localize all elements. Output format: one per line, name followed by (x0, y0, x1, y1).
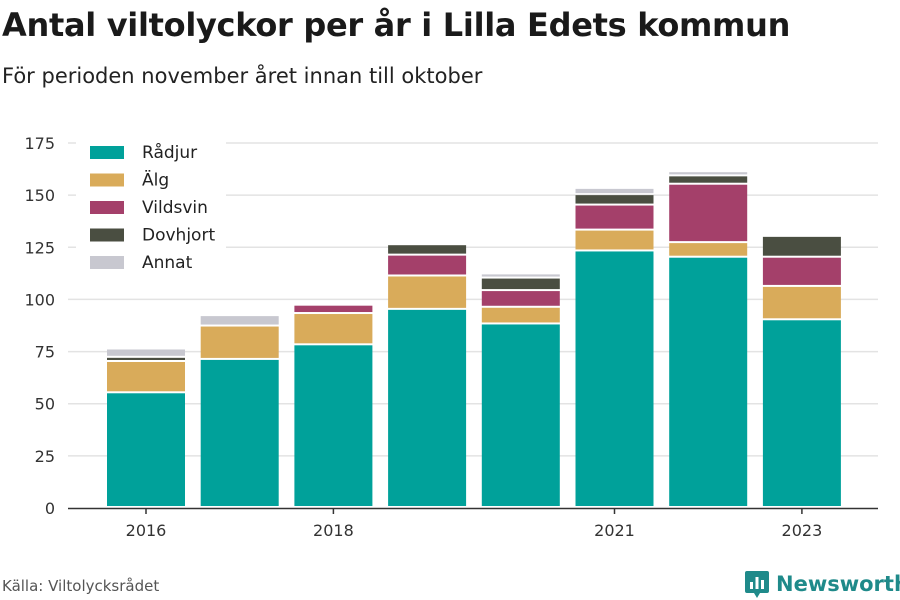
bar-segment (575, 251, 654, 506)
bar-segment (762, 320, 841, 506)
bar-segment (762, 286, 841, 319)
bar-segment (575, 230, 654, 250)
legend-swatch (90, 228, 124, 242)
x-tick-label: 2021 (594, 521, 635, 540)
chart-subtitle: För perioden november året innan till ok… (2, 64, 483, 88)
legend-swatch (90, 173, 124, 187)
legend-label: Älg (142, 170, 169, 191)
bar-chart-logo-icon (745, 571, 769, 598)
x-tick-label: 2018 (313, 521, 354, 540)
bars-layer (107, 172, 841, 506)
bar-segment (294, 305, 373, 313)
bar-segment (107, 349, 185, 356)
bar-segment (294, 345, 373, 506)
legend-swatch (90, 256, 124, 269)
legend-swatch (90, 146, 124, 159)
y-tick-label: 125 (24, 238, 55, 257)
y-tick-label: 50 (35, 395, 55, 414)
x-tick-label: 2023 (782, 521, 823, 540)
bar-segment (107, 357, 185, 360)
y-tick-label: 0 (45, 499, 55, 518)
bar-segment (481, 274, 560, 277)
bar-segment (107, 393, 185, 506)
bar-segment (200, 316, 279, 325)
bar-segment (200, 326, 279, 358)
bar-segment (575, 195, 654, 204)
bar-segment (762, 257, 841, 285)
legend-label: Vildsvin (142, 198, 208, 218)
y-tick-label: 100 (24, 290, 55, 309)
bar-segment (388, 255, 467, 275)
bar-segment (762, 236, 841, 256)
chart-title: Antal viltolyckor per år i Lilla Edets k… (2, 6, 791, 44)
y-tick-label: 75 (35, 343, 55, 362)
bar-segment (669, 172, 748, 175)
legend-label: Dovhjort (142, 226, 215, 246)
bar-segment (669, 257, 748, 506)
bar-segment (481, 307, 560, 323)
bar-segment (294, 314, 373, 344)
x-tick-label: 2016 (126, 521, 167, 540)
y-tick-label: 150 (24, 186, 55, 205)
stacked-bar-chart: 0 25 50 75 100 125 150 175 2016 2018 2021 2023 Rådj… (24, 134, 878, 540)
y-tick-label: 175 (24, 134, 55, 153)
brand-name: Newsworthy (776, 572, 900, 596)
legend-label: Rådjur (142, 142, 197, 163)
legend-layer: Rådjur Älg Vildsvin Dovhjort Annat (76, 140, 226, 284)
legend-swatch (90, 201, 124, 214)
bar-segment (481, 324, 560, 506)
bar-segment (200, 359, 279, 506)
bar-segment (388, 245, 467, 254)
bar-segment (481, 291, 560, 306)
bar-segment (575, 205, 654, 229)
bar-segment (388, 309, 467, 506)
bar-segment (575, 188, 654, 194)
legend-label: Annat (142, 253, 193, 273)
bar-segment (107, 362, 185, 392)
bar-segment (669, 184, 748, 242)
bar-segment (669, 176, 748, 183)
axis-layer: 0 25 50 75 100 125 150 175 2016 2018 2021 2023 (24, 134, 878, 540)
bar-segment (669, 243, 748, 256)
source-note: Källa: Viltolycksrådet (2, 577, 160, 595)
bar-segment (481, 278, 560, 290)
newsworthy-brand: Newsworthy (744, 569, 900, 599)
bar-segment (388, 276, 467, 308)
y-tick-label: 25 (35, 447, 55, 466)
